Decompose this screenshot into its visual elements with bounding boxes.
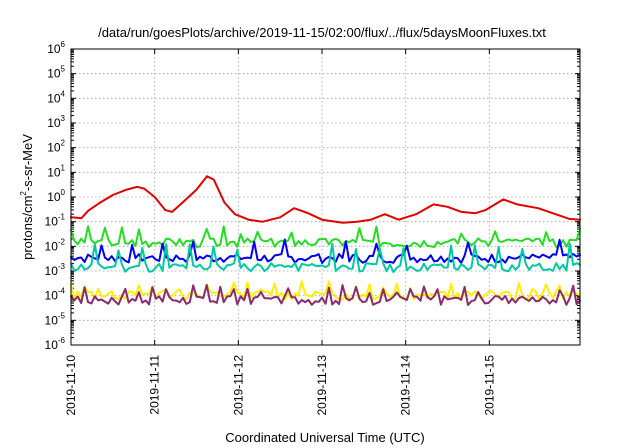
y-axis-label-part: protons/cm [20,196,35,260]
y-tick-label: 10-6 [45,336,66,352]
series-line-purple [70,284,581,306]
y-tick-label: 101 [47,163,65,179]
x-tick-label: 2019-11-15 [482,355,496,416]
y-tick-label: 10-1 [45,213,66,229]
y-tick-label: 102 [47,139,65,155]
x-tick-label: 2019-11-12 [231,355,245,416]
x-axis-ticks: 2019-11-10 2019-11-11 2019-11-12 2019-11-13… [64,49,496,416]
x-tick-label: 2019-11-14 [399,355,413,416]
y-tick-label: 100 [47,188,65,204]
series-line-green [70,225,581,249]
series-line-red [70,175,581,224]
chart-title: /data/run/goesPlots/archive/2019-11-15/0… [98,25,546,40]
x-axis-label: Coordinated Universal Time (UTC) [225,430,424,445]
y-axis-ticks: 10-6 10-5 10-4 10-3 10-2 10-1 100 101 102 103 104 1… [45,40,580,352]
y-tick-label: 10-3 [45,262,66,278]
y-tick-label: 10-5 [45,311,66,327]
y-axis-label-exponent: 2 [19,191,28,196]
plot-frame [70,48,581,346]
y-tick-label: 10-2 [45,237,66,253]
y-axis-label: protons/cm2-s-sr-MeV [19,134,35,260]
plot-series [70,175,581,306]
y-tick-label: 104 [47,89,65,105]
x-tick-label: 2019-11-11 [148,355,162,415]
y-tick-label: 106 [47,40,65,56]
y-tick-label: 105 [47,65,65,81]
y-tick-label: 103 [47,114,65,130]
y-tick-label: 10-4 [45,287,66,303]
x-tick-label: 2019-11-13 [315,355,329,416]
x-tick-label: 2019-11-10 [64,355,78,416]
series-line-cyan [70,242,581,273]
y-axis-label-part: -s-sr-MeV [20,134,35,191]
